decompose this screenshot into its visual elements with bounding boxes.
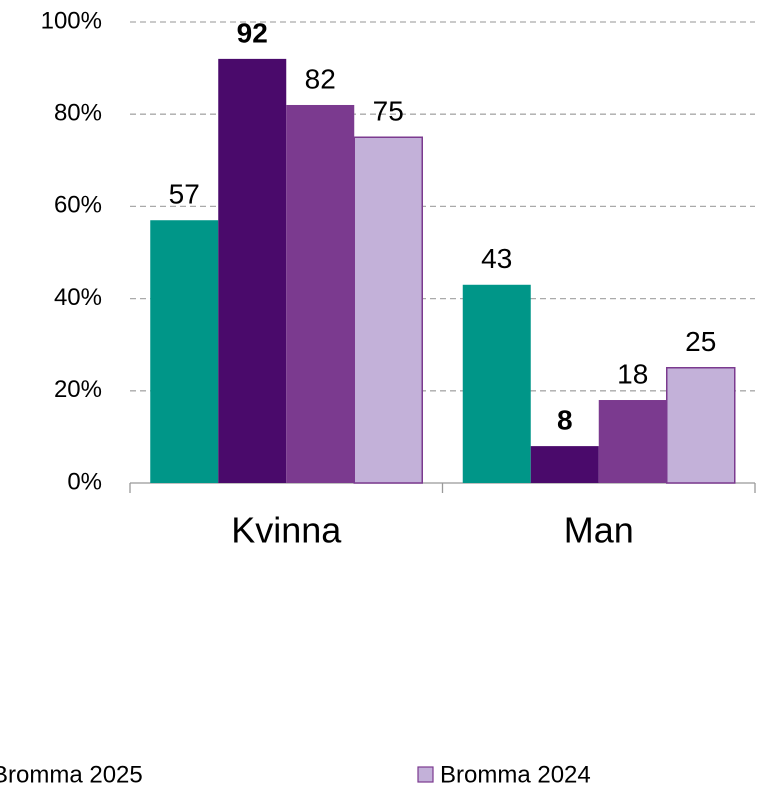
data-label: 57 bbox=[169, 179, 200, 210]
bar bbox=[598, 400, 667, 483]
data-label: 25 bbox=[685, 326, 716, 357]
bar bbox=[150, 220, 219, 484]
y-tick-label: 0% bbox=[67, 468, 102, 495]
data-label: 8 bbox=[557, 405, 573, 436]
y-tick-label: 100% bbox=[41, 7, 102, 34]
bar bbox=[530, 446, 599, 483]
bar bbox=[218, 58, 287, 483]
data-label: 18 bbox=[617, 358, 648, 389]
bar bbox=[286, 104, 355, 483]
data-label: 92 bbox=[237, 17, 268, 48]
y-tick-label: 60% bbox=[54, 192, 102, 219]
data-label: 82 bbox=[305, 63, 336, 94]
data-label: 43 bbox=[481, 243, 512, 274]
y-tick-label: 40% bbox=[54, 284, 102, 311]
legend-marker bbox=[417, 766, 434, 783]
y-tick-label: 20% bbox=[54, 376, 102, 403]
x-tick-label: Man bbox=[564, 510, 634, 551]
legend-label: Bromma 2024 bbox=[440, 761, 591, 788]
bar bbox=[353, 136, 423, 484]
bar bbox=[666, 367, 736, 484]
legend-label: Bromma 2025 bbox=[0, 761, 143, 788]
data-label: 75 bbox=[373, 96, 404, 127]
y-tick-label: 80% bbox=[54, 100, 102, 127]
bar bbox=[462, 284, 531, 483]
x-tick-label: Kvinna bbox=[231, 510, 342, 551]
